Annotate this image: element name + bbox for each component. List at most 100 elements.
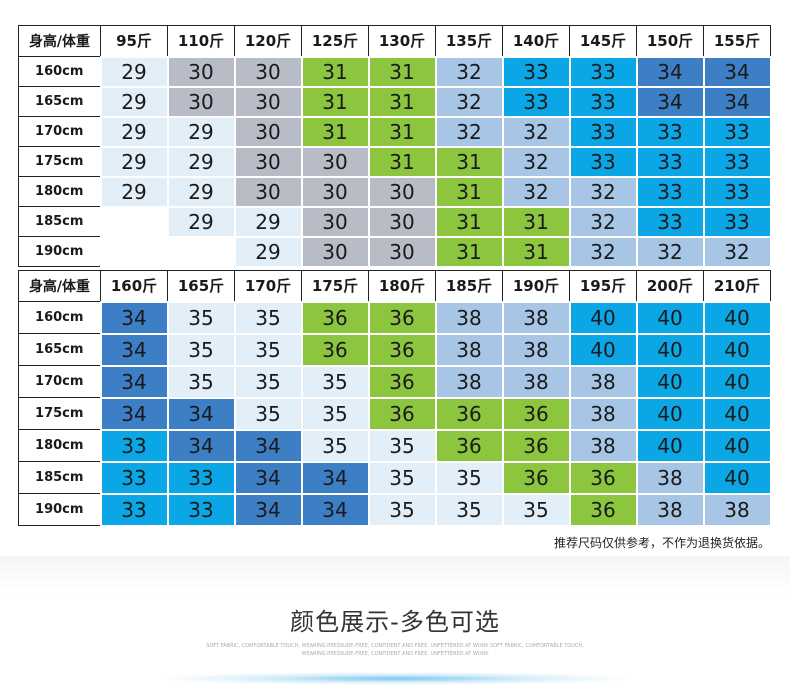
size-cell: 30 bbox=[233, 85, 303, 118]
size-cell: 32 bbox=[568, 205, 638, 238]
table-row: 170cm 29 29 30 31 31 32 32 33 33 33 bbox=[18, 115, 772, 148]
size-cell: 29 bbox=[233, 235, 303, 268]
size-cell: 38 bbox=[501, 332, 571, 367]
size-cell: 33 bbox=[635, 205, 705, 238]
section-subtitle-line-1: SOFT FABRIC, COMFORTABLE TOUCH, WEARING … bbox=[206, 643, 584, 649]
size-cell: 31 bbox=[501, 205, 571, 238]
size-cell: 33 bbox=[702, 205, 772, 238]
size-cell: 30 bbox=[367, 175, 437, 208]
height-label: 170cm bbox=[18, 365, 101, 398]
table-row: 170cm 34 35 35 35 36 38 38 38 40 40 bbox=[18, 364, 772, 399]
size-cell: 34 bbox=[702, 85, 772, 118]
size-cell: 30 bbox=[300, 205, 370, 238]
weight-header: 160斤 bbox=[100, 270, 168, 302]
size-cell: 40 bbox=[568, 332, 638, 367]
size-cell: 36 bbox=[300, 300, 370, 335]
size-cell: 31 bbox=[434, 175, 504, 208]
height-label: 160cm bbox=[18, 301, 101, 334]
size-cell: 38 bbox=[568, 364, 638, 399]
size-cell: 31 bbox=[367, 55, 437, 88]
size-cell: 30 bbox=[166, 85, 236, 118]
size-cell: 32 bbox=[434, 55, 504, 88]
size-cell: 40 bbox=[702, 460, 772, 495]
size-cell: 36 bbox=[367, 332, 437, 367]
size-cell: 36 bbox=[434, 428, 504, 463]
size-cell: 34 bbox=[166, 396, 236, 431]
header-corner: 身高/体重 bbox=[18, 25, 101, 57]
table-row: 180cm 29 29 30 30 30 31 32 32 33 33 bbox=[18, 175, 772, 208]
size-cell: 31 bbox=[434, 145, 504, 178]
size-cell: 33 bbox=[501, 55, 571, 88]
weight-header: 175斤 bbox=[301, 270, 369, 302]
weight-header: 150斤 bbox=[636, 25, 704, 57]
size-cell: 36 bbox=[300, 332, 370, 367]
size-cell: 30 bbox=[166, 55, 236, 88]
size-cell: 34 bbox=[99, 332, 169, 367]
weight-header: 120斤 bbox=[234, 25, 302, 57]
size-cell: 34 bbox=[635, 85, 705, 118]
section-divider bbox=[0, 556, 790, 596]
size-cell: 38 bbox=[568, 396, 638, 431]
size-cell: 29 bbox=[99, 85, 169, 118]
weight-header: 180斤 bbox=[368, 270, 436, 302]
size-cell: 34 bbox=[99, 300, 169, 335]
size-cell: 35 bbox=[367, 428, 437, 463]
size-cell: 30 bbox=[367, 205, 437, 238]
size-cell: 35 bbox=[300, 364, 370, 399]
size-cell: 31 bbox=[300, 55, 370, 88]
size-cell: 33 bbox=[166, 460, 236, 495]
weight-header: 200斤 bbox=[636, 270, 704, 302]
size-cell: 33 bbox=[568, 85, 638, 118]
section-subtitle-line-2: WEARING PRESSURE-FREE, CONFIDENT AND FRE… bbox=[301, 651, 489, 657]
size-note: 推荐尺码仅供参考，不作为退换货依据。 bbox=[553, 536, 770, 550]
size-cell: 31 bbox=[501, 235, 571, 268]
size-cell: 29 bbox=[166, 175, 236, 208]
size-cell: 38 bbox=[568, 428, 638, 463]
size-cell: 31 bbox=[367, 85, 437, 118]
size-cell: 36 bbox=[501, 460, 571, 495]
height-label: 190cm bbox=[18, 236, 101, 267]
size-cell: 35 bbox=[501, 492, 571, 527]
size-cell: 32 bbox=[702, 235, 772, 268]
size-cell: 34 bbox=[99, 364, 169, 399]
size-cell: 38 bbox=[434, 300, 504, 335]
size-cell: 40 bbox=[702, 364, 772, 399]
size-cell: 29 bbox=[166, 205, 236, 238]
size-cell: 34 bbox=[233, 460, 303, 495]
size-cell: 29 bbox=[99, 55, 169, 88]
section-title: 颜色展示-多色可选 bbox=[290, 608, 500, 636]
size-cell: 36 bbox=[434, 396, 504, 431]
size-cell: 36 bbox=[367, 364, 437, 399]
table-row: 190cm 33 33 34 34 35 35 35 36 38 38 bbox=[18, 492, 772, 527]
size-cell: 29 bbox=[99, 145, 169, 178]
weight-header: 210斤 bbox=[703, 270, 771, 302]
size-cell: 38 bbox=[635, 492, 705, 527]
size-cell: 29 bbox=[99, 115, 169, 148]
size-cell: 38 bbox=[635, 460, 705, 495]
weight-header: 190斤 bbox=[502, 270, 570, 302]
weight-header: 185斤 bbox=[435, 270, 503, 302]
weight-header: 130斤 bbox=[368, 25, 436, 57]
size-cell: 29 bbox=[99, 175, 169, 208]
height-label: 175cm bbox=[18, 397, 101, 430]
size-cell: 33 bbox=[635, 145, 705, 178]
size-cell: 36 bbox=[568, 492, 638, 527]
size-cell: 40 bbox=[702, 300, 772, 335]
size-cell: 40 bbox=[635, 428, 705, 463]
size-cell: 30 bbox=[233, 55, 303, 88]
size-cell: 31 bbox=[434, 235, 504, 268]
weight-header: 135斤 bbox=[435, 25, 503, 57]
size-cell: 35 bbox=[300, 396, 370, 431]
size-cell: 36 bbox=[501, 396, 571, 431]
size-cell: 36 bbox=[367, 396, 437, 431]
table-row: 175cm 34 34 35 35 36 36 36 38 40 40 bbox=[18, 396, 772, 431]
size-cell: 29 bbox=[166, 115, 236, 148]
size-cell: 34 bbox=[166, 428, 236, 463]
height-label: 180cm bbox=[18, 429, 101, 462]
size-cell: 35 bbox=[367, 492, 437, 527]
size-cell: 33 bbox=[568, 115, 638, 148]
size-cell: 32 bbox=[501, 145, 571, 178]
weight-header: 95斤 bbox=[100, 25, 168, 57]
height-label: 175cm bbox=[18, 146, 101, 177]
weight-header: 195斤 bbox=[569, 270, 637, 302]
